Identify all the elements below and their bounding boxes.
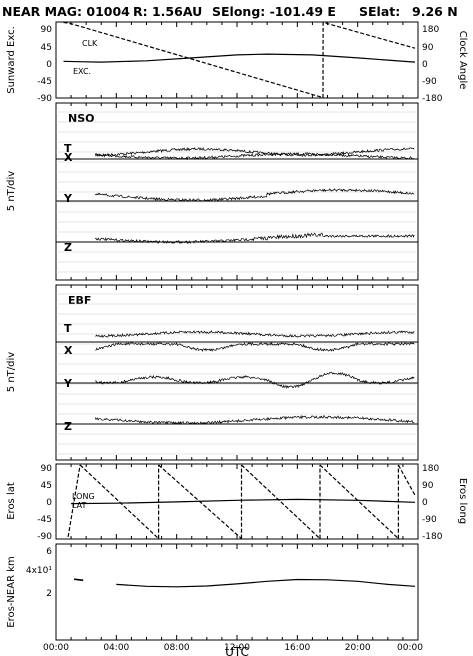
ebf-trace-t [95, 330, 415, 338]
tick-label: -45 [37, 77, 52, 87]
panel-distance-frame [55, 543, 419, 641]
nso-grid [56, 111, 418, 273]
nso-trace-label-t: T [64, 142, 72, 155]
eros-long-ylabel: Eros long [457, 478, 468, 524]
tick-label: -90 [422, 77, 437, 87]
exc-line [63, 53, 416, 63]
tick-label: 90 [41, 464, 53, 474]
tick-label: 45 [41, 481, 52, 491]
long-line [241, 464, 321, 540]
exc-series-label: EXC. [73, 67, 91, 76]
x-tick-label: 12:00 [224, 643, 250, 653]
ebf-trace-x [95, 341, 415, 353]
distance-line [74, 578, 84, 582]
tick-label: -90 [37, 532, 52, 542]
tick-label: -90 [37, 94, 52, 104]
x-tick-label: 00:00 [397, 643, 423, 653]
lat-series-label: LAT [72, 501, 86, 510]
nso-trace-y [94, 188, 415, 202]
header-instrument: NEAR MAG: 01004 [2, 4, 130, 19]
x-tick-label: 00:00 [43, 643, 69, 653]
ebf-trace-label-y: Y [63, 377, 73, 390]
x-tick-label: 08:00 [164, 643, 190, 653]
nso-title: NSO [68, 112, 94, 125]
ebf-ylabel: 5 nT/div [6, 352, 17, 392]
eros-right-ticks: 180 90 0 -90 -180 [422, 464, 443, 542]
clock-ylabel: Clock Angle [457, 31, 468, 90]
eros-plot [67, 464, 416, 540]
panel-eros-frame [55, 463, 419, 540]
x-tick-label: 16:00 [284, 643, 310, 653]
tick-label: 180 [422, 25, 439, 35]
eros-lat-ylabel: Eros lat [6, 482, 17, 520]
long-line [397, 464, 416, 496]
nso-trace-label-x: X [64, 151, 73, 164]
tick-label: 90 [422, 481, 434, 491]
x-tick-label: 20:00 [345, 643, 371, 653]
eros-left-ticks: 90 45 0 -45 -90 [37, 464, 52, 542]
header-distance: R: 1.56AU [133, 4, 202, 19]
tick-label: 0 [46, 498, 52, 508]
panel1-plot [63, 21, 416, 99]
tick-label: 180 [422, 464, 439, 474]
clk-line [63, 21, 416, 99]
nso-traces [94, 146, 415, 244]
header-selat-value: 9.26 N [412, 4, 458, 19]
tick-label: -90 [422, 515, 437, 525]
ebf-trace-label-t: T [64, 322, 72, 335]
tick-label: 0 [46, 60, 52, 70]
ebf-trace-label-x: X [64, 344, 73, 357]
long-line [79, 464, 160, 540]
tick-label: 90 [422, 43, 434, 53]
tick-label: -180 [422, 94, 443, 104]
ebf-trace-y [95, 371, 415, 390]
tick-label: 2 [46, 589, 52, 599]
ebf-trace-label-z: Z [64, 420, 72, 433]
tick-label: 90 [41, 25, 53, 35]
distance-line [116, 578, 416, 588]
distance-plot [74, 578, 416, 588]
tick-label: -180 [422, 532, 443, 542]
ebf-trace-z [94, 414, 415, 426]
distance-ylabel: Eros-NEAR km [6, 556, 17, 627]
ebf-title: EBF [68, 294, 91, 307]
tick-label: -45 [37, 515, 52, 525]
x-tick-label: 04:00 [103, 643, 129, 653]
nso-trace-t [94, 146, 415, 157]
clk-series-label: CLK [82, 39, 98, 48]
nso-ylabel: 5 nT/div [6, 171, 17, 211]
nso-trace-label-z: Z [64, 241, 72, 254]
x-axis-ticks: 00:00 04:00 08:00 12:00 16:00 20:00 00:0… [43, 643, 423, 653]
nso-trace-z [94, 232, 415, 244]
tick-label: 4x10¹ [26, 566, 53, 576]
sunward-left-ticks: 90 45 0 -45 -90 [37, 25, 52, 104]
long-series-label: LONG [72, 492, 95, 501]
long-line [67, 464, 81, 537]
tick-label: 45 [41, 43, 52, 53]
header-selong: SElong: -101.49 E [212, 4, 336, 19]
ebf-traces [94, 330, 415, 426]
clock-right-ticks: 180 90 0 -90 -180 [422, 25, 443, 104]
x-axis-label: UTC [225, 645, 249, 656]
lat-line [71, 498, 416, 505]
tick-label: 0 [422, 60, 428, 70]
header-selat-label: SElat: [359, 4, 400, 19]
nso-trace-label-y: Y [63, 192, 73, 205]
ebf-grid [56, 293, 418, 455]
tick-label: 6 [46, 547, 52, 557]
sunward-ylabel: Sunward Exc. [6, 26, 17, 94]
tick-label: 0 [422, 498, 428, 508]
nso-trace-x [95, 151, 415, 161]
